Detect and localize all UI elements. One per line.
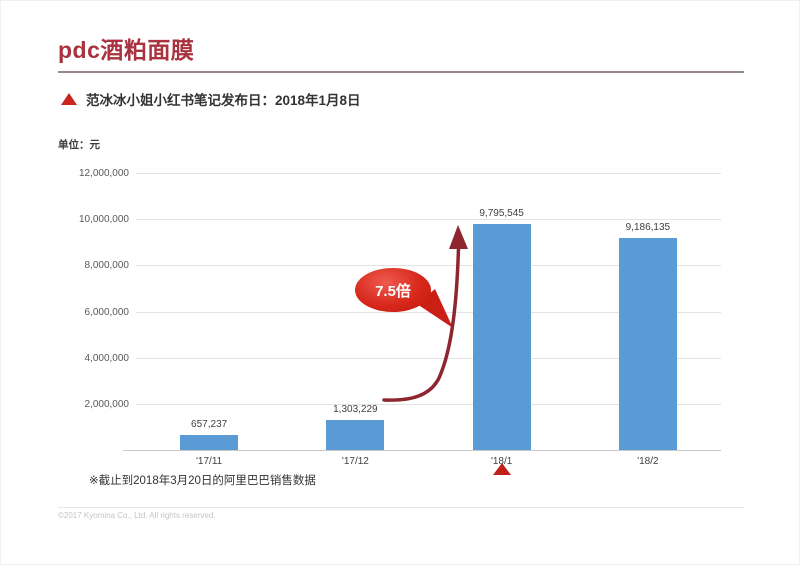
page-title: pdc酒粕面膜 bbox=[58, 37, 195, 63]
bar-'17/12 bbox=[326, 419, 385, 450]
x-axis-tick-label: '17/12 bbox=[341, 456, 369, 467]
x-axis-tick-label: '18/2 bbox=[637, 456, 659, 467]
gridline bbox=[136, 173, 721, 174]
annotation-bubble: 7.5倍 bbox=[355, 268, 431, 312]
footer-copyright: ©2017 Kyomina Co., Ltd. All rights reser… bbox=[58, 511, 216, 520]
bar-value-label: 657,237 bbox=[191, 418, 228, 430]
subtitle: 范冰冰小姐小红书笔记发布日：2018年1月8日 bbox=[61, 89, 361, 109]
bar-'18/1 bbox=[472, 223, 531, 450]
arrowhead-icon bbox=[449, 225, 468, 249]
y-axis-tick-label: 2,000,000 bbox=[84, 398, 130, 410]
bar-value-label: 1,303,229 bbox=[333, 403, 378, 415]
y-axis-tick-label: 4,000,000 bbox=[84, 352, 130, 364]
x-axis-line bbox=[123, 450, 721, 451]
x-axis-tick-label: '18/1 bbox=[490, 456, 513, 467]
bar-'17/11 bbox=[180, 434, 239, 450]
footnote: ※截止到2018年3月20日的阿里巴巴销售数据 bbox=[89, 475, 316, 487]
y-axis-tick-label: 8,000,000 bbox=[84, 260, 130, 272]
y-axis-tick-label: 12,000,000 bbox=[78, 168, 129, 179]
gridline bbox=[136, 403, 721, 405]
y-axis-tick-label: 10,000,000 bbox=[78, 214, 129, 226]
bar-value-label: 9,186,135 bbox=[625, 221, 671, 233]
title-underline bbox=[58, 71, 744, 73]
gridline bbox=[136, 219, 721, 221]
bar-value-label: 9,795,545 bbox=[479, 207, 524, 219]
triangle-up-icon bbox=[492, 463, 511, 475]
y-axis-tick-label: 6,000,000 bbox=[84, 306, 130, 318]
y-axis-unit-label: 单位：元 bbox=[58, 139, 100, 151]
footer-divider bbox=[58, 507, 744, 508]
subtitle-text: 范冰冰小姐小红书笔记发布日：2018年1月8日 bbox=[86, 93, 361, 108]
bar-'18/2 bbox=[618, 237, 677, 450]
annotation-label: 7.5倍 bbox=[375, 282, 411, 300]
triangle-up-icon bbox=[61, 93, 77, 105]
x-axis-tick-label: '17/11 bbox=[196, 456, 223, 467]
